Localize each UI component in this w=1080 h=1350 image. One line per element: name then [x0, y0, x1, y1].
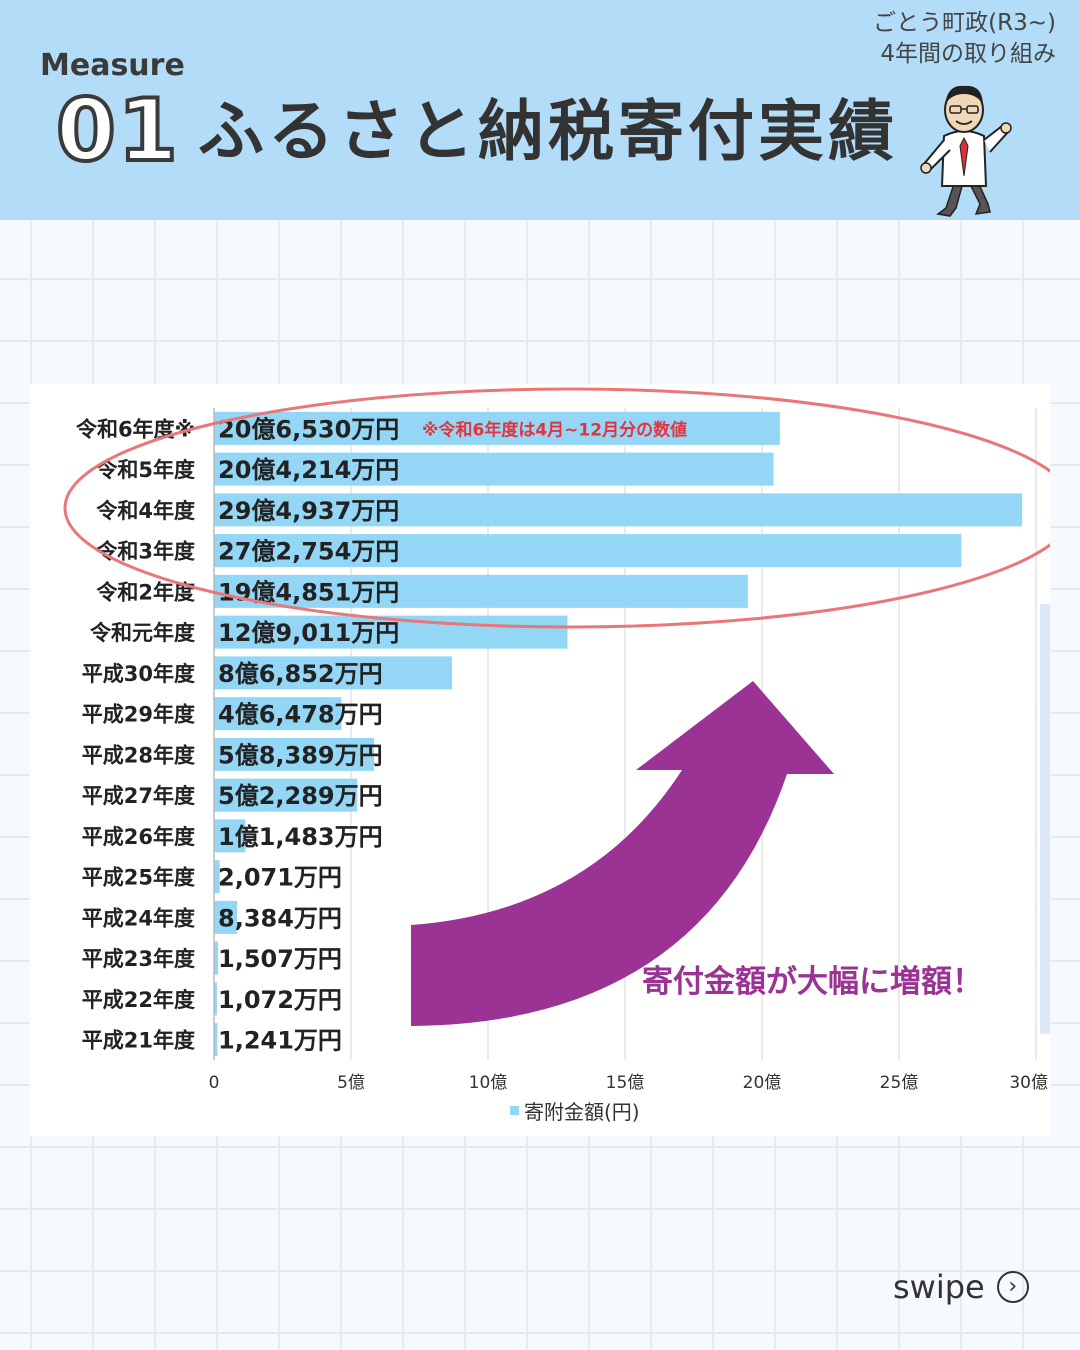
category-label: 令和6年度※ — [76, 417, 195, 441]
callout-text: 寄付金額が大幅に増額！ — [642, 964, 983, 1000]
bar — [214, 778, 358, 812]
category-label: 令和元年度 — [90, 621, 195, 645]
legend-swatch — [510, 1106, 519, 1115]
category-label: 平成24年度 — [82, 906, 195, 930]
category-label: 平成21年度 — [82, 1029, 195, 1053]
data-label: 19億4,851万円 — [218, 578, 399, 606]
data-label: 12億9,011万円 — [218, 619, 399, 647]
chart-card: 令和6年度※ 20億6,530万円 令和5年度 20億4,214万円 令和4年度 29億4… — [30, 384, 1050, 1136]
category-label: 平成23年度 — [82, 947, 195, 971]
data-label: 1,507万円 — [218, 945, 342, 973]
bar — [214, 574, 748, 608]
swipe-label: swipe — [893, 1268, 985, 1306]
x-tick-label: 15億 — [606, 1073, 645, 1093]
data-label: 29億4,937万円 — [218, 497, 399, 525]
data-label: 2,071万円 — [218, 864, 342, 892]
corner-note-line1: ごとう町政(R3~) — [873, 10, 1056, 36]
bar — [214, 534, 962, 568]
data-label: 27億2,754万円 — [218, 538, 399, 566]
bar — [214, 493, 1023, 527]
bar — [214, 1023, 218, 1057]
bar — [214, 982, 217, 1016]
category-label: 令和4年度 — [96, 499, 195, 523]
data-label: 8億6,852万円 — [218, 660, 383, 688]
category-label: 平成29年度 — [82, 703, 195, 727]
data-label: 20億6,530万円 — [218, 415, 399, 443]
corner-note: ごとう町政(R3~) 4年間の取り組み — [873, 8, 1056, 70]
legend-label: 寄附金額(円) — [524, 1100, 640, 1124]
side-strip — [1040, 604, 1050, 1034]
data-label: 4億6,478万円 — [218, 701, 383, 729]
data-label: 5億2,289万円 — [218, 782, 383, 810]
measure-number: 01 — [54, 81, 180, 181]
category-label: 平成22年度 — [82, 988, 195, 1012]
x-tick-label: 30億 — [1009, 1073, 1048, 1093]
data-label: 5億8,389万円 — [218, 741, 383, 769]
category-label: 令和3年度 — [96, 540, 195, 564]
chart-note: ※令和6年度は4月~12月分の数値 — [422, 419, 687, 440]
bar — [214, 411, 780, 445]
mascot-illustration — [920, 85, 1012, 217]
corner-note-line2: 4年間の取り組み — [880, 41, 1056, 67]
data-label: 8,384万円 — [218, 904, 342, 932]
x-tick-label: 20億 — [743, 1073, 782, 1093]
category-label: 令和5年度 — [96, 458, 195, 482]
category-label: 平成27年度 — [82, 784, 195, 808]
swipe-hint[interactable]: swipe › — [893, 1268, 1029, 1306]
highlight-ellipse — [63, 387, 1050, 629]
bar — [214, 615, 568, 649]
bar — [214, 452, 774, 486]
header-banner: Measure 01 ふるさと納税寄付実績 ごとう町政(R3~) 4年間の取り組… — [0, 0, 1080, 220]
x-tick-label: 10億 — [469, 1073, 508, 1093]
bar — [214, 656, 452, 690]
measure-label: Measure — [40, 48, 185, 83]
page-title: ふるさと納税寄付実績 — [198, 93, 898, 170]
x-tick-label: 25億 — [880, 1073, 919, 1093]
bar — [214, 697, 342, 731]
bar — [214, 819, 246, 853]
data-label: 1億1,483万円 — [218, 823, 383, 851]
growth-arrow — [411, 681, 834, 1026]
x-tick-label: 5億 — [337, 1073, 365, 1093]
data-label: 1,241万円 — [218, 1027, 342, 1055]
bar — [214, 941, 219, 975]
data-label: 1,072万円 — [218, 986, 342, 1014]
chevron-right-circle-icon: › — [996, 1271, 1029, 1303]
category-label: 平成26年度 — [82, 825, 195, 849]
data-label: 20億4,214万円 — [218, 456, 399, 484]
bar — [214, 900, 237, 934]
bar — [214, 737, 374, 771]
category-label: 平成25年度 — [82, 866, 195, 890]
bar — [214, 860, 220, 894]
x-tick-label: 0 — [209, 1073, 220, 1093]
category-label: 平成28年度 — [82, 743, 195, 767]
category-label: 平成30年度 — [82, 662, 195, 686]
